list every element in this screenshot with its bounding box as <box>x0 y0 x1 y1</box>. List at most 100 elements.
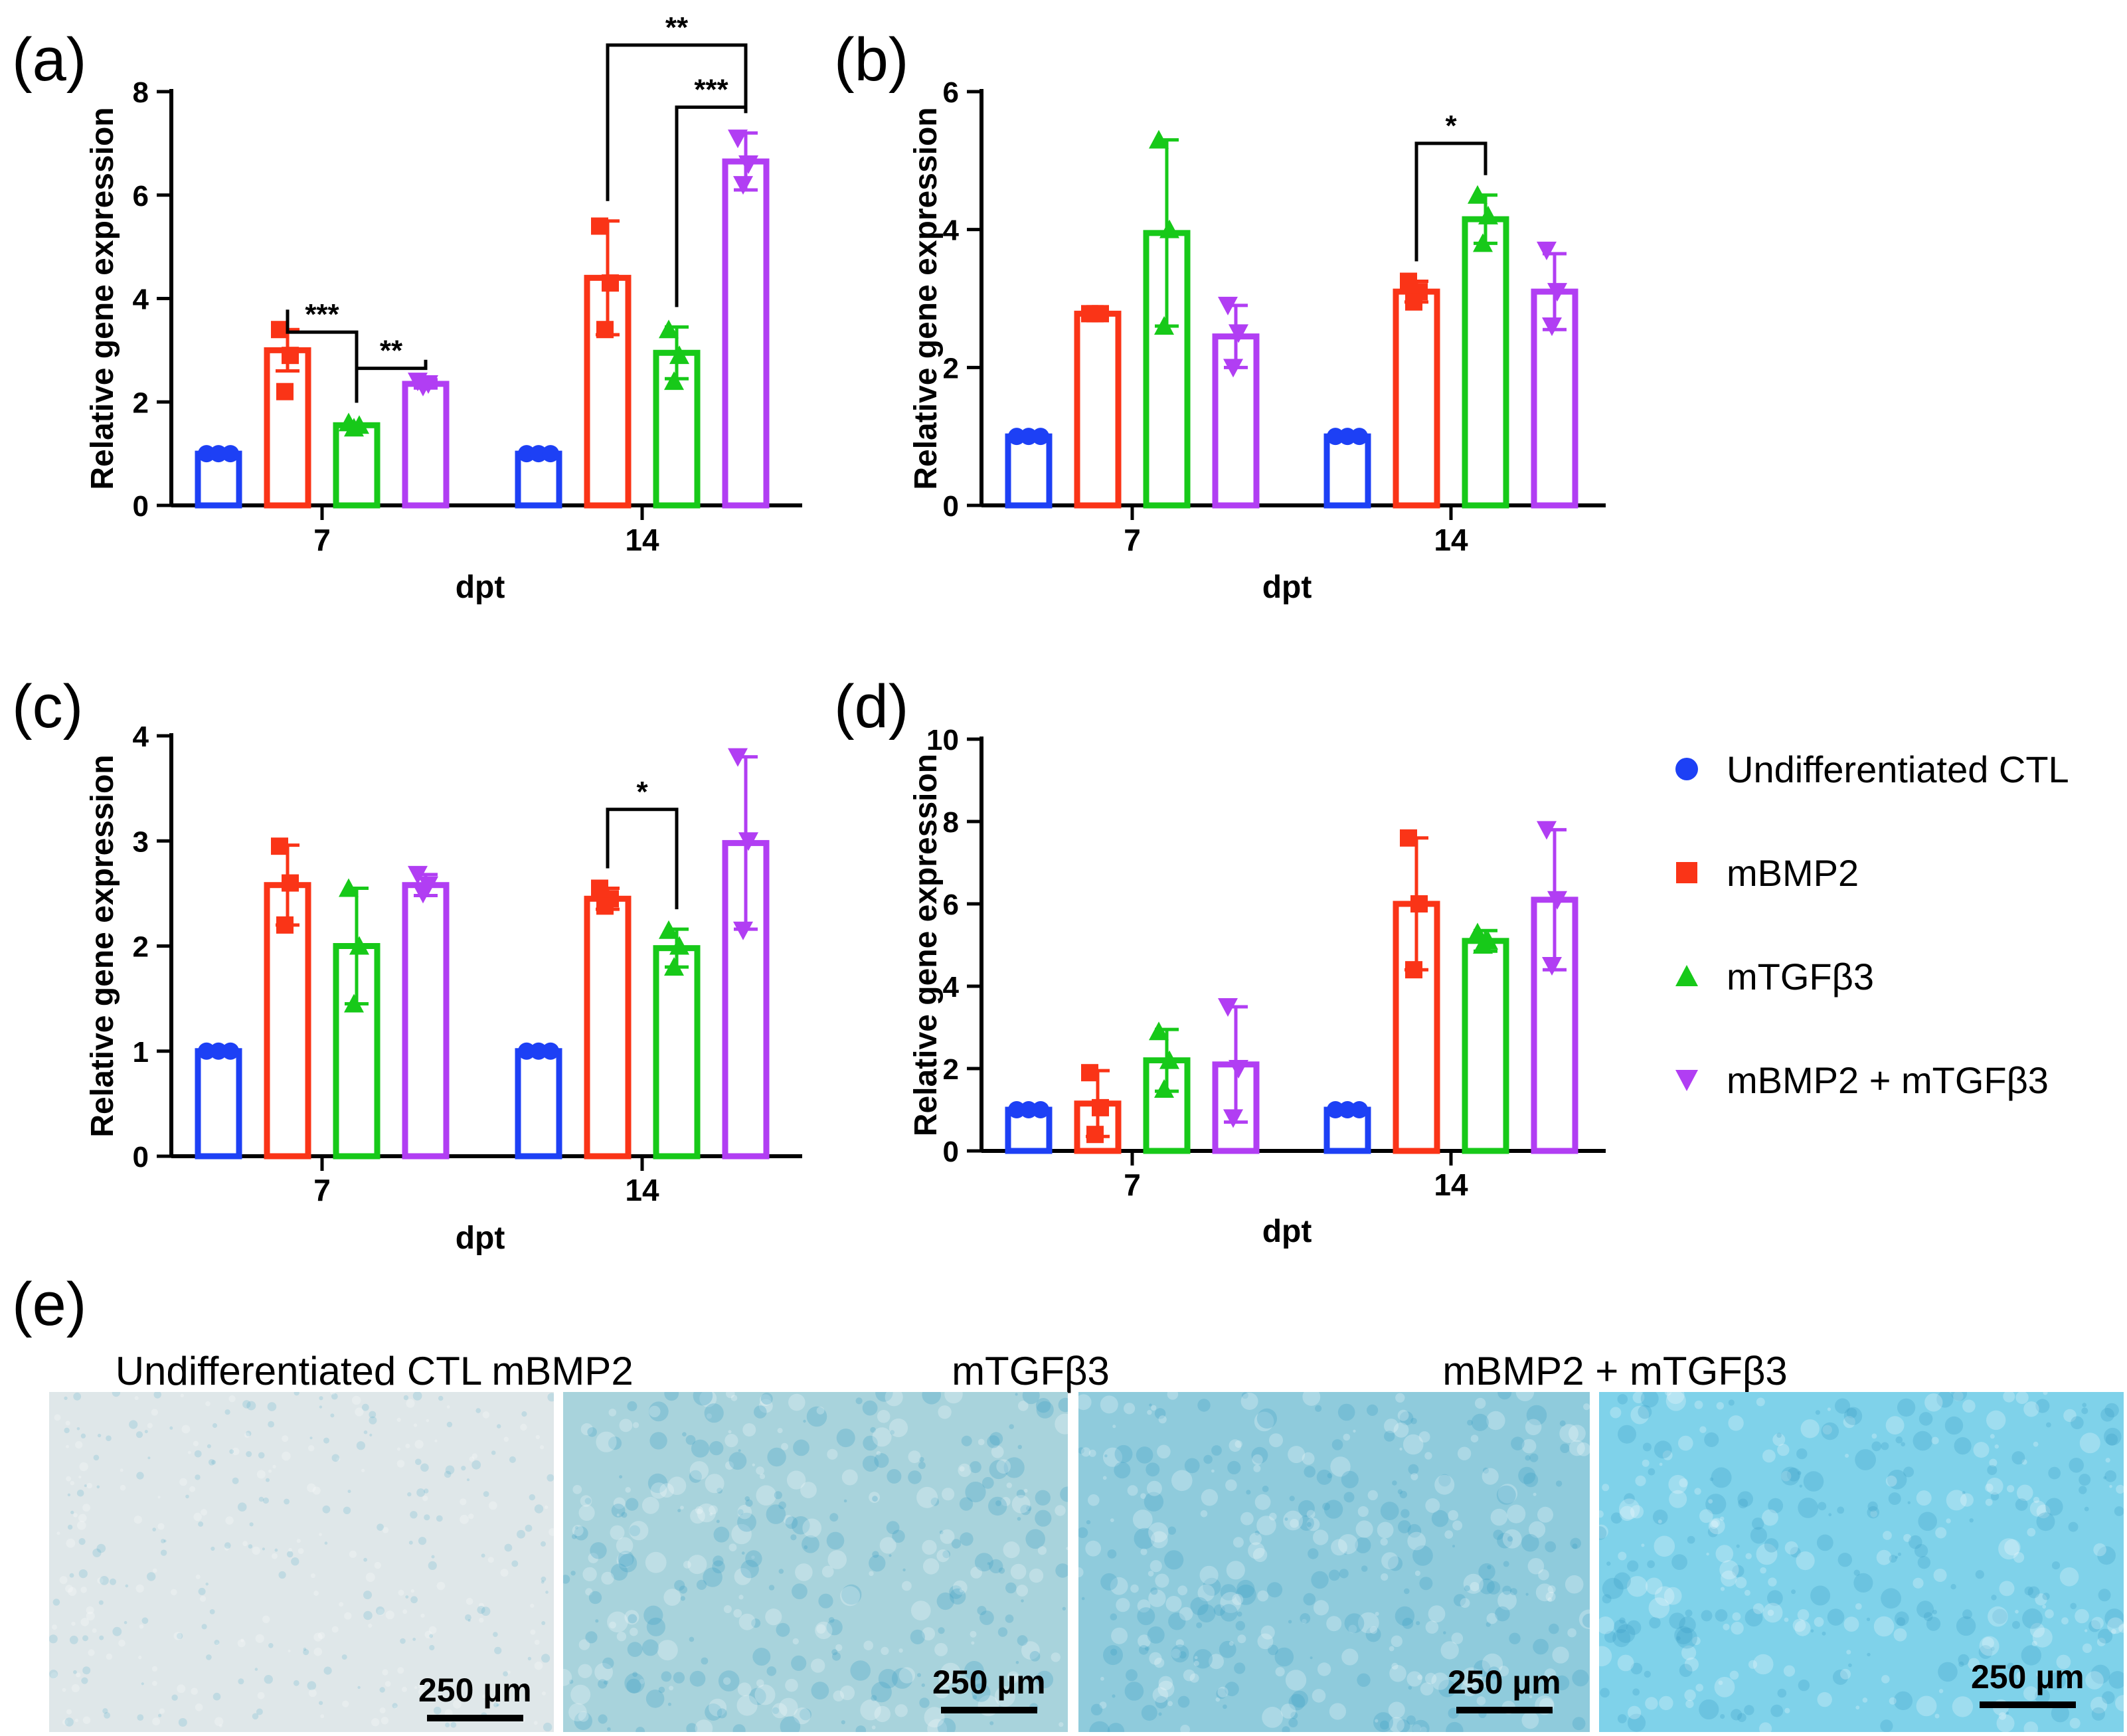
stain-speck <box>1790 1547 1801 1558</box>
stain-speck <box>1780 1466 1800 1486</box>
stain-speck <box>436 1581 446 1591</box>
stain-speck <box>2059 1567 2079 1587</box>
data-point <box>276 383 294 400</box>
stain-speck <box>478 1603 484 1608</box>
stain-speck <box>1102 1476 1107 1480</box>
stain-speck <box>1518 1466 1536 1484</box>
stain-speck <box>643 1605 663 1625</box>
stain-speck <box>1888 1492 1901 1506</box>
stain-speck <box>1111 1627 1128 1644</box>
stain-speck <box>1938 1662 1958 1682</box>
stain-speck <box>1256 1408 1277 1429</box>
stain-speck <box>74 1718 78 1723</box>
stain-speck <box>534 1640 540 1645</box>
stain-speck <box>1355 1520 1373 1538</box>
stain-speck <box>1213 1604 1226 1616</box>
stain-speck <box>2023 1721 2039 1732</box>
stain-speck <box>102 1708 108 1714</box>
stain-speck <box>1714 1677 1735 1697</box>
stain-speck <box>282 1435 289 1442</box>
stain-speck <box>1652 1510 1668 1525</box>
stain-speck <box>937 1717 956 1732</box>
stain-speck <box>1060 1486 1068 1502</box>
stain-speck <box>1253 1464 1261 1472</box>
stain-speck <box>1288 1693 1306 1711</box>
stain-speck <box>1240 1393 1258 1410</box>
stain-speck <box>460 1498 467 1506</box>
stain-speck <box>1750 1527 1767 1544</box>
stain-speck <box>1796 1448 1808 1460</box>
bar-3 <box>402 882 450 1160</box>
x-tick-label: 14 <box>625 523 659 557</box>
significance-label: *** <box>694 73 728 106</box>
stain-speck <box>377 1608 384 1616</box>
stain-speck <box>1001 1497 1011 1506</box>
stain-speck <box>118 1639 126 1647</box>
stain-speck <box>974 1553 993 1572</box>
stain-speck <box>1355 1537 1371 1553</box>
stain-speck <box>2075 1608 2089 1624</box>
stain-speck <box>77 1521 86 1530</box>
stain-speck <box>871 1682 892 1703</box>
stain-speck <box>1659 1695 1673 1711</box>
stain-speck <box>1486 1612 1498 1624</box>
stain-speck <box>1306 1510 1316 1519</box>
stain-speck <box>1404 1588 1410 1595</box>
stain-speck <box>733 1608 742 1618</box>
stain-speck <box>1306 1521 1312 1527</box>
stain-speck <box>1627 1560 1639 1572</box>
stain-speck <box>977 1606 987 1616</box>
stain-speck <box>595 1619 599 1623</box>
stain-speck <box>1026 1506 1032 1512</box>
stain-speck <box>195 1574 201 1579</box>
stain-speck <box>2091 1616 2104 1630</box>
y-tick-label: 0 <box>133 490 149 523</box>
stain-speck <box>621 1512 628 1518</box>
stain-speck <box>86 1482 93 1489</box>
stain-speck <box>786 1470 806 1490</box>
stain-speck <box>1086 1519 1091 1525</box>
legend: Undifferentiated CTL mBMP2 mTGFβ3 mBMP2 … <box>1647 717 2069 1132</box>
stain-speck <box>661 1671 672 1682</box>
stain-speck <box>307 1483 316 1492</box>
stain-speck <box>1452 1545 1455 1548</box>
stain-speck <box>76 1490 84 1497</box>
stain-speck <box>1707 1527 1719 1537</box>
stain-speck <box>627 1401 638 1411</box>
stain-speck <box>1146 1462 1160 1477</box>
stain-speck <box>319 1405 323 1409</box>
stain-speck <box>308 1689 317 1697</box>
stain-speck <box>1701 1610 1713 1622</box>
stain-speck <box>1602 1484 1610 1492</box>
stain-speck <box>1140 1493 1146 1499</box>
stain-speck <box>541 1576 547 1582</box>
stain-speck <box>1604 1630 1616 1643</box>
stain-speck <box>444 1470 452 1478</box>
x-tick-label: 7 <box>313 523 331 557</box>
stain-speck <box>1881 1442 1889 1450</box>
stain-speck <box>1521 1711 1539 1729</box>
stain-speck <box>752 1463 755 1466</box>
stain-speck <box>877 1410 891 1423</box>
stain-speck <box>471 1453 477 1459</box>
stain-speck <box>1062 1606 1066 1610</box>
stain-speck <box>80 1433 86 1438</box>
stain-speck <box>639 1679 645 1684</box>
stain-speck <box>1406 1715 1416 1725</box>
stain-speck <box>1880 1719 1893 1732</box>
stain-speck <box>1406 1671 1422 1687</box>
bar-2 <box>1462 938 1509 1154</box>
stain-speck <box>1705 1494 1727 1515</box>
stain-speck <box>1975 1570 1984 1579</box>
stain-speck <box>1389 1717 1404 1732</box>
stain-speck <box>2100 1408 2114 1422</box>
stain-speck <box>293 1680 299 1686</box>
stain-speck <box>252 1713 259 1720</box>
stain-speck <box>1599 1616 1614 1634</box>
stain-speck <box>1331 1439 1343 1450</box>
stain-speck <box>2042 1605 2047 1609</box>
stain-speck <box>533 1721 538 1725</box>
stain-speck <box>1158 1712 1162 1716</box>
stain-speck <box>257 1692 265 1699</box>
stain-speck <box>1497 1591 1517 1610</box>
